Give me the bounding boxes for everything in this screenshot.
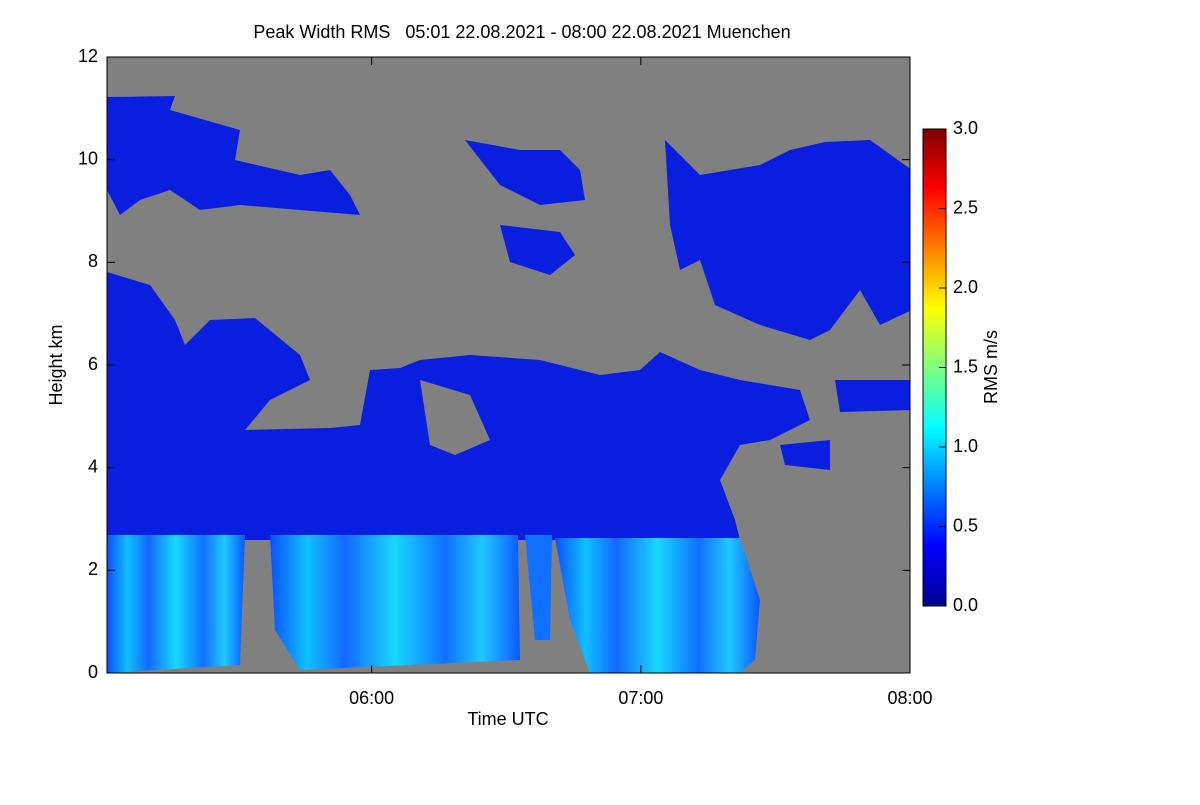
echo-region bbox=[525, 535, 552, 640]
echo-region bbox=[107, 96, 360, 215]
y-tick-label: 10 bbox=[78, 148, 98, 168]
echo-region bbox=[555, 538, 760, 673]
y-tick-label: 6 bbox=[88, 354, 98, 374]
colorbar-tick-label: 0.5 bbox=[953, 515, 978, 535]
x-tick-label: 08:00 bbox=[887, 688, 932, 708]
echo-region bbox=[835, 380, 910, 412]
colorbar-tick-label: 1.5 bbox=[953, 356, 978, 376]
colorbar-tick-label: 0.0 bbox=[953, 595, 978, 615]
y-tick-label: 0 bbox=[88, 662, 98, 682]
y-tick-label: 4 bbox=[88, 456, 98, 476]
y-tick-label: 8 bbox=[88, 251, 98, 271]
colorbar-tick-label: 2.0 bbox=[953, 277, 978, 297]
echo-region bbox=[420, 380, 490, 455]
echo-region bbox=[107, 535, 245, 673]
x-tick-label: 07:00 bbox=[618, 688, 663, 708]
colorbar-tick-label: 1.0 bbox=[953, 436, 978, 456]
colorbar-label: RMS m/s bbox=[981, 330, 1001, 404]
y-tick-label: 12 bbox=[78, 46, 98, 66]
echo-region bbox=[465, 140, 585, 205]
echo-region bbox=[500, 225, 575, 275]
y-axis-label: Height km bbox=[46, 324, 66, 405]
x-axis-label: Time UTC bbox=[467, 709, 548, 729]
colorbar-tick-label: 2.5 bbox=[953, 197, 978, 217]
y-tick-label: 2 bbox=[88, 559, 98, 579]
echo-region bbox=[270, 535, 520, 670]
x-tick-label: 06:00 bbox=[349, 688, 394, 708]
chart-title: Peak Width RMS 05:01 22.08.2021 - 08:00 … bbox=[253, 22, 790, 42]
colorbar-tick-label: 3.0 bbox=[953, 118, 978, 138]
echo-region bbox=[780, 440, 830, 470]
echo-field bbox=[107, 96, 910, 673]
echo-region bbox=[665, 140, 910, 340]
